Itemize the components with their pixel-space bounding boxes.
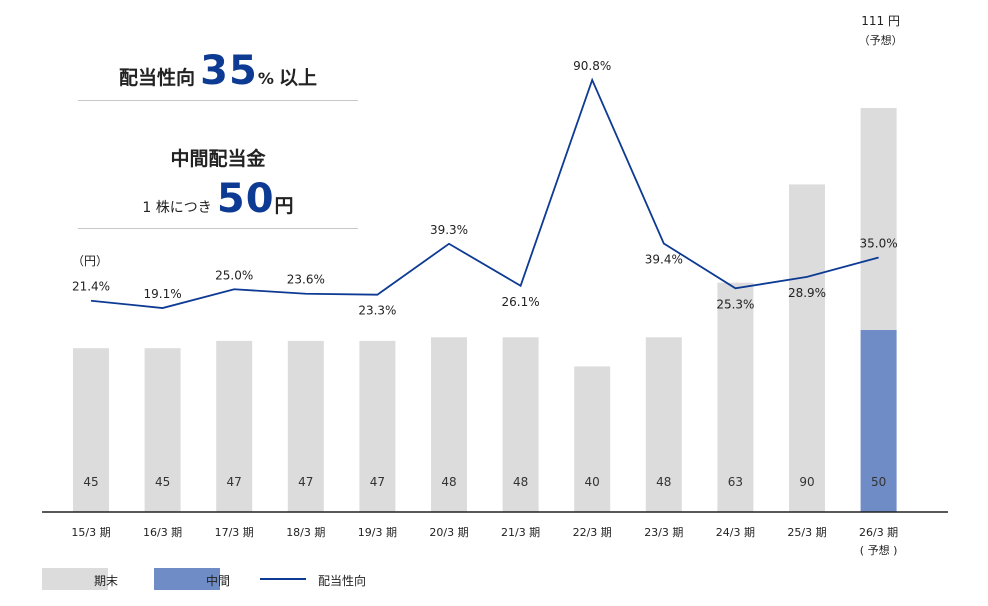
bar-year-end (359, 340, 396, 512)
bar-value-label: 40 (585, 475, 600, 489)
bar-year-end (502, 337, 539, 512)
bar-year-end (287, 340, 324, 512)
payout-ratio-label: 25.3% (716, 297, 754, 311)
x-tick-label: 16/3 期 (143, 526, 182, 539)
interim-unit: 円 (274, 195, 294, 217)
x-tick-label: 26/3 期 (859, 526, 898, 539)
bar-value-label: 48 (441, 475, 456, 489)
payout-ratio-label: 39.4% (645, 252, 683, 266)
bar-value-label: 48 (656, 475, 671, 489)
x-tick-label: 24/3 期 (716, 526, 755, 539)
bar-value-label: 50 (871, 475, 886, 489)
bar-value-label: 47 (370, 475, 385, 489)
x-tick-label: 15/3 期 (71, 526, 110, 539)
bar-year-end (789, 184, 825, 512)
payout-ratio-label: 23.3% (358, 304, 396, 318)
x-tick-sublabel: ( 予想 ) (860, 543, 898, 557)
bar-value-label: 47 (227, 475, 242, 489)
x-tick-label: 17/3 期 (215, 526, 254, 539)
payout-ratio-label: 21.4% (72, 280, 110, 294)
payout-ratio-label: 35.0% (860, 236, 898, 250)
x-tick-label: 20/3 期 (429, 526, 468, 539)
interim-amount-line: 1 株につき 50円 (78, 176, 358, 222)
x-tick-label: 22/3 期 (573, 526, 612, 539)
x-tick-label: 21/3 期 (501, 526, 540, 539)
legend-year-end-swatch (42, 568, 108, 590)
bar-year-end (431, 337, 467, 512)
legend-interim-swatch (154, 568, 220, 590)
bar-value-label: 48 (513, 475, 528, 489)
total-sublabel: （予想） (859, 33, 903, 47)
payout-ratio-label: 23.6% (287, 273, 325, 287)
interim-title: 中間配当金 (170, 148, 266, 170)
legend-payout-line (260, 578, 306, 580)
payout-label: 配当性向 (119, 67, 196, 89)
payout-ratio-label: 39.3% (430, 223, 468, 237)
bar-year-end (717, 282, 754, 512)
payout-ratio-label: 26.1% (502, 295, 540, 309)
bar-year-end (144, 348, 181, 512)
legend-payout-label: 配当性向 (318, 574, 367, 588)
x-tick-label: 18/3 期 (286, 526, 325, 539)
bar-value-label: 45 (83, 475, 98, 489)
legend-interim-label: 中間 (206, 574, 231, 588)
bar-value-label: 63 (728, 475, 743, 489)
bar-value-label: 90 (799, 475, 814, 489)
bar-year-end (73, 348, 109, 512)
payout-percent: % (257, 69, 274, 88)
payout-policy-line: 配当性向 35% 以上 (78, 48, 358, 94)
payout-ratio-line (90, 77, 879, 309)
bar-year-end (574, 366, 611, 512)
interim-per-share: 1 株につき (142, 200, 212, 216)
payout-policy-box: 配当性向 35% 以上 (78, 48, 358, 101)
total-label: 111 円 (861, 14, 900, 28)
payout-ratio-label: 25.0% (215, 268, 253, 282)
legend: 期末 中間 配当性向 (42, 568, 402, 590)
payout-ratio-label: 19.1% (144, 287, 182, 301)
x-tick-label: 25/3 期 (787, 526, 826, 539)
bar-year-end (860, 107, 897, 331)
bar-value-label: 45 (155, 475, 170, 489)
y-axis-unit: （円） (72, 254, 109, 268)
payout-value: 35 (200, 48, 258, 94)
x-tick-label: 19/3 期 (358, 526, 397, 539)
payout-ratio-label: 28.9% (788, 286, 826, 300)
interim-dividend-box: 中間配当金 1 株につき 50円 (78, 140, 358, 229)
x-tick-label: 23/3 期 (644, 526, 683, 539)
payout-suffix: 以上 (278, 67, 317, 89)
interim-value: 50 (216, 176, 275, 222)
bar-interim (860, 330, 897, 512)
bar-value-label: 47 (298, 475, 313, 489)
payout-ratio-label: 90.8% (573, 59, 611, 73)
bar-year-end (645, 337, 682, 512)
bar-year-end (216, 340, 253, 512)
legend-year-end-label: 期末 (94, 574, 119, 588)
